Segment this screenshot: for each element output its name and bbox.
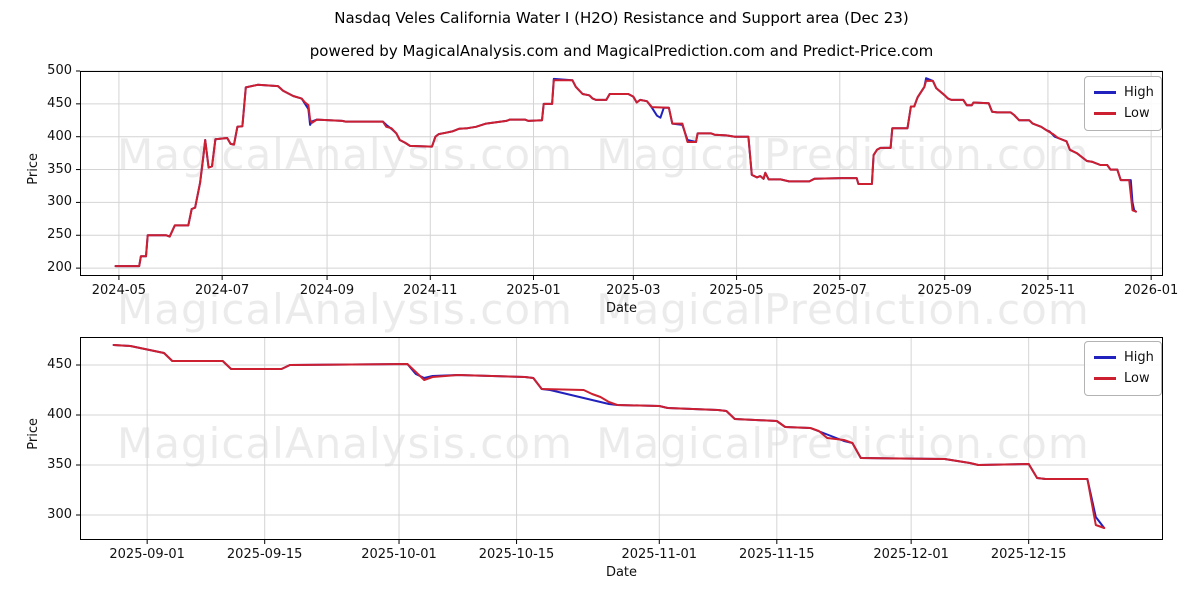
- x-tick-label: 2025-09-01: [109, 547, 185, 562]
- legend-label-high: High: [1124, 350, 1154, 365]
- watermark-analysis: MagicalAnalysis.com: [117, 419, 573, 468]
- x-tick-label: 2025-12-01: [873, 547, 949, 562]
- x-tick-label: 2024-07: [194, 283, 250, 298]
- x-tick-label: 2025-03: [606, 283, 661, 298]
- y-tick-label: 350: [47, 457, 72, 472]
- legend: High Low: [1084, 341, 1162, 396]
- series-line-high: [114, 77, 1137, 268]
- x-tick-label: 2025-11-01: [621, 547, 698, 562]
- top-chart: 200 250 300 350 400 450 500 2024-05 2024-07 2024-…: [47, 63, 1178, 298]
- y-tick-label: 250: [47, 227, 72, 243]
- x-tick-label: 2025-11: [1020, 283, 1076, 298]
- high-line-swatch: [1094, 91, 1116, 94]
- series-line-low: [112, 344, 1106, 529]
- watermark-prediction: MagicalPrediction.com: [596, 130, 1090, 179]
- y-tick-label: 350: [47, 161, 72, 177]
- chart-subtitle: powered by MagicalAnalysis.com and Magic…: [309, 42, 934, 60]
- watermark-analysis: MagicalAnalysis.com: [117, 130, 573, 179]
- x-tick-label: 2024-09: [299, 283, 355, 298]
- watermark-analysis: MagicalAnalysis.com: [117, 285, 573, 334]
- legend-label-low: Low: [1124, 106, 1150, 121]
- y-tick-label: 400: [47, 128, 72, 144]
- x-tick-label: 2025-05: [709, 283, 764, 298]
- top-x-axis-label: Date: [605, 301, 638, 316]
- x-tick-label: 2025-07: [812, 283, 867, 298]
- chart-title: Nasdaq Veles California Water I (H2O) Re…: [334, 9, 909, 27]
- y-tick-label: 450: [47, 357, 72, 372]
- bottom-x-axis-label: Date: [605, 565, 638, 580]
- y-tick-label: 300: [47, 507, 72, 522]
- watermark-prediction: MagicalPrediction.com: [596, 285, 1090, 334]
- recent-detail-plot-svg: [76, 337, 1163, 544]
- legend-entry-high: High: [1094, 347, 1154, 368]
- watermark-prediction: MagicalPrediction.com: [596, 419, 1090, 468]
- x-tick-label: 2025-10-01: [361, 547, 437, 562]
- overview-plot-svg: [76, 70, 1163, 280]
- y-tick-label: 500: [47, 63, 72, 78]
- y-tick-label: 400: [47, 407, 72, 422]
- top-y-axis-label: Price: [26, 153, 41, 185]
- legend-entry-low: Low: [1094, 103, 1152, 124]
- low-line-swatch: [1094, 112, 1116, 115]
- legend-label-high: High: [1124, 85, 1154, 100]
- high-line-swatch: [1094, 356, 1116, 359]
- low-line-swatch: [1094, 377, 1116, 380]
- x-tick-label: 2025-09: [917, 283, 972, 298]
- bottom-chart: 300 350 400 450 2025-09-01 2025-09-15 2025-10-…: [47, 337, 1163, 562]
- series-line-low: [114, 79, 1137, 268]
- y-tick-label: 300: [47, 194, 72, 210]
- bottom-y-axis-label: Price: [26, 418, 41, 450]
- legend-entry-low: Low: [1094, 368, 1152, 389]
- x-tick-label: 2026-01: [1123, 283, 1179, 298]
- x-tick-label: 2024-11: [403, 283, 458, 298]
- x-tick-label: 2025-12-15: [990, 547, 1067, 562]
- x-tick-label: 2025-01: [506, 283, 561, 298]
- x-tick-label: 2024-05: [91, 283, 147, 298]
- legend-entry-high: High: [1094, 82, 1154, 103]
- x-tick-label: 2025-10-15: [478, 547, 555, 562]
- y-tick-label: 450: [47, 95, 72, 111]
- legend: High Low: [1084, 76, 1162, 131]
- y-tick-label: 200: [47, 260, 72, 276]
- x-tick-label: 2025-09-15: [226, 547, 303, 562]
- legend-label-low: Low: [1124, 371, 1150, 386]
- series-line-high: [112, 344, 1106, 529]
- x-tick-label: 2025-11-15: [739, 547, 815, 562]
